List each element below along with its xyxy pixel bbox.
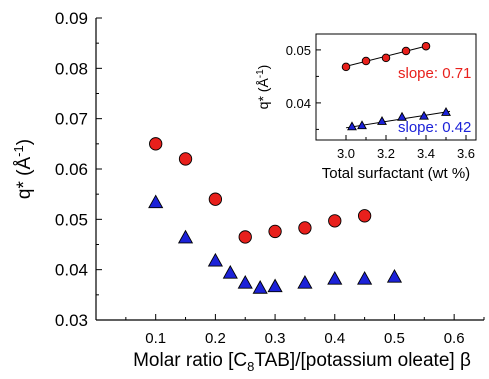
inset-x-tick-label: 3.4 xyxy=(417,146,435,161)
red-circle-point xyxy=(328,214,342,228)
y-tick-label: 0.04 xyxy=(55,261,88,280)
blue-triangle-point xyxy=(327,271,343,285)
y-tick-label: 0.07 xyxy=(55,110,88,129)
inset-red-circle-point xyxy=(381,53,391,63)
x-tick-label: 0.1 xyxy=(145,330,166,347)
blue-triangle-point xyxy=(267,278,283,293)
inset-blue-triangle-point xyxy=(441,107,451,116)
blue-triangle-point xyxy=(386,268,403,283)
inset-x-tick-label: 3.2 xyxy=(377,146,395,161)
inset-y-tick-label: 0.04 xyxy=(286,96,311,111)
blue-triangle-point xyxy=(252,280,268,294)
red-circle-point xyxy=(238,230,252,244)
x-tick-label: 0.6 xyxy=(444,330,465,347)
inset-blue-triangle-point xyxy=(419,110,429,120)
red-circle-point xyxy=(357,209,372,223)
red-circle-point xyxy=(149,137,163,151)
x-axis-label: Molar ratio [C8TAB]/[potassium oleate] β xyxy=(133,350,471,374)
inset-chart: 0.04 0.05 3.0 3.2 3.4 3.6 Total surfactant (wt… xyxy=(255,33,477,182)
y-tick-label: 0.08 xyxy=(55,59,88,78)
inset-red-circle-point xyxy=(421,41,431,51)
blue-triangle-point xyxy=(177,229,194,244)
inset-red-circle-point xyxy=(401,46,411,56)
x-tick-label: 0.3 xyxy=(265,330,286,347)
y-tick-label: 0.09 xyxy=(55,9,88,28)
red-circle-point xyxy=(268,224,282,239)
blue-triangle-point xyxy=(148,194,164,209)
inset-y-tick-label: 0.05 xyxy=(286,43,311,58)
y-tick-label: 0.03 xyxy=(55,311,88,330)
red-circle-point xyxy=(298,221,312,235)
inset-x-tick-label: 3.6 xyxy=(457,146,475,161)
inset-y-axis-label: q* (Å-1) xyxy=(255,65,271,110)
x-tick-label: 0.2 xyxy=(205,330,226,347)
inset-blue-triangle-point xyxy=(397,111,407,121)
blue-triangle-point xyxy=(357,271,373,285)
y-tick-label: 0.05 xyxy=(55,210,88,229)
inset-red-circle-point xyxy=(361,56,371,66)
slope-annotation: slope: 0.42 xyxy=(398,119,471,136)
inset-blue-triangle-point xyxy=(357,120,367,130)
x-tick-label: 0.5 xyxy=(384,330,405,347)
red-circle-point xyxy=(178,152,193,166)
inset-blue-triangle-point xyxy=(347,121,357,131)
slope-annotation: slope: 0.71 xyxy=(398,65,471,82)
inset-red-circle-point xyxy=(341,62,351,72)
inset-blue-triangle-point xyxy=(377,116,387,125)
inset-x-tick-label: 3.0 xyxy=(337,146,355,161)
blue-triangle-point xyxy=(297,275,313,289)
x-tick-label: 0.4 xyxy=(324,330,345,347)
inset-x-axis-label: Total surfactant (wt %) xyxy=(322,165,470,182)
blue-triangle-point xyxy=(237,275,253,289)
main-chart: 0.03 0.04 0.05 0.06 0.07 0.08 0.09 0.1 0.2 0.3 0.4… xyxy=(11,9,485,374)
red-circle-point xyxy=(208,192,223,206)
blue-triangle-point xyxy=(222,264,238,279)
y-axis-label: q* (Å-1) xyxy=(11,139,35,199)
y-tick-label: 0.06 xyxy=(55,160,88,179)
blue-triangle-point xyxy=(207,252,223,267)
inset-frame xyxy=(315,33,477,141)
